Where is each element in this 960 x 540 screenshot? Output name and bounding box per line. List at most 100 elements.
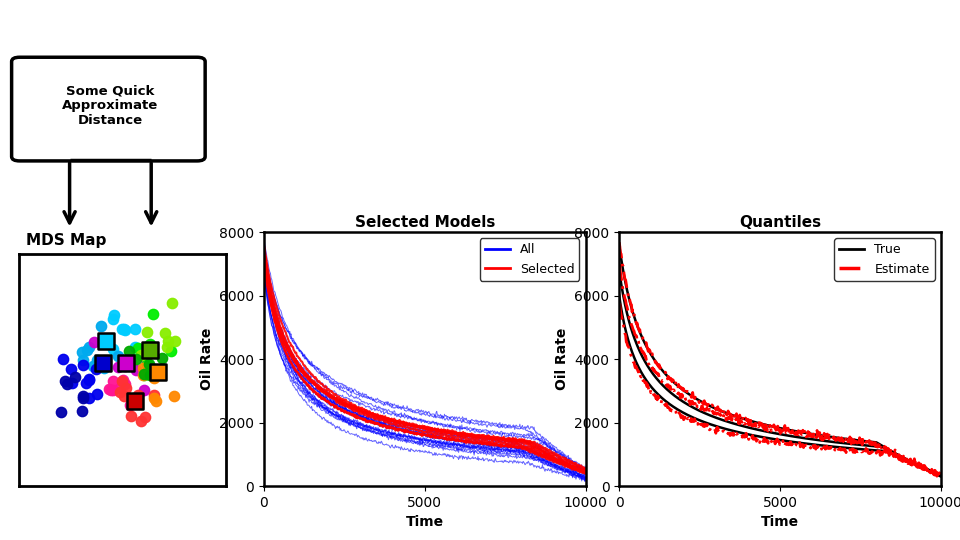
Text: MDS Map: MDS Map <box>27 233 107 248</box>
Point <box>122 357 137 366</box>
Point <box>107 311 122 320</box>
Point <box>128 342 143 351</box>
Point <box>112 383 128 392</box>
Point <box>110 352 126 360</box>
Point <box>116 325 132 333</box>
Point <box>124 411 139 420</box>
Point <box>63 364 79 373</box>
Point <box>81 342 96 351</box>
Point <box>167 392 182 400</box>
Point <box>128 366 143 374</box>
Point <box>75 392 90 401</box>
Point <box>106 345 121 354</box>
Point <box>122 347 137 355</box>
Point <box>93 322 108 330</box>
Text: SCRF Affiliates Meeting 2014: SCRF Affiliates Meeting 2014 <box>370 516 590 531</box>
FancyBboxPatch shape <box>12 57 205 161</box>
Point <box>118 326 133 335</box>
Point <box>146 310 161 319</box>
Point <box>85 362 101 370</box>
Point <box>139 360 155 369</box>
Point <box>136 370 152 379</box>
Point <box>127 325 142 334</box>
Point <box>88 364 104 373</box>
Point <box>160 337 176 346</box>
Point <box>118 380 133 389</box>
Point <box>147 374 162 382</box>
Y-axis label: Oil Rate: Oil Rate <box>200 328 213 390</box>
Point <box>112 387 128 396</box>
Point <box>135 364 151 373</box>
X-axis label: Time: Time <box>406 515 444 529</box>
Point <box>80 346 95 355</box>
Point <box>89 389 105 398</box>
Point <box>118 359 133 367</box>
Title: Selected Models: Selected Models <box>354 214 495 230</box>
Point <box>131 344 146 353</box>
Point <box>106 386 121 394</box>
Point <box>95 359 110 367</box>
Point <box>133 350 149 359</box>
Point <box>133 417 149 426</box>
Point <box>85 338 101 347</box>
Point <box>123 400 138 409</box>
Point <box>141 360 156 368</box>
Point <box>99 336 114 345</box>
X-axis label: Time: Time <box>761 515 799 529</box>
Text: Some Quick
Approximate
Distance: Some Quick Approximate Distance <box>62 84 158 127</box>
Point <box>64 379 80 388</box>
Point <box>147 391 162 400</box>
Point <box>114 325 130 334</box>
Point <box>114 376 130 385</box>
Point <box>131 390 146 399</box>
Point <box>137 353 153 362</box>
Point <box>117 361 132 370</box>
Legend: True, Estimate: True, Estimate <box>834 239 934 281</box>
Point <box>118 384 133 393</box>
Point <box>78 379 93 387</box>
Point <box>155 354 170 362</box>
Point <box>67 372 83 381</box>
Point <box>142 346 157 354</box>
Point <box>82 394 97 402</box>
Point <box>148 396 163 405</box>
Y-axis label: Oil Rate: Oil Rate <box>555 328 568 390</box>
Point <box>58 377 73 386</box>
Point <box>167 336 182 345</box>
Point <box>138 343 154 352</box>
Point <box>53 408 68 416</box>
Point <box>76 394 91 402</box>
Point <box>128 396 143 405</box>
Point <box>103 386 118 395</box>
Point <box>76 361 91 369</box>
Point <box>128 354 143 363</box>
Point <box>82 375 97 383</box>
Point <box>164 299 180 308</box>
Point <box>163 347 179 355</box>
Text: 05/09/2014: 05/09/2014 <box>19 517 91 530</box>
Point <box>115 376 131 384</box>
Text: Recall Distance Kernel Method: Recall Distance Kernel Method <box>217 19 743 51</box>
Point <box>137 413 153 421</box>
Point <box>56 355 71 363</box>
Point <box>139 328 155 336</box>
Point <box>122 357 137 366</box>
Point <box>143 370 158 379</box>
Point <box>75 356 90 364</box>
Point <box>147 394 162 402</box>
Point <box>124 400 139 408</box>
Point <box>157 328 173 337</box>
Legend: All, Selected: All, Selected <box>480 239 579 281</box>
Text: 1: 1 <box>930 515 941 533</box>
Title: Quantiles: Quantiles <box>739 214 821 230</box>
Point <box>75 406 90 415</box>
Point <box>136 386 152 394</box>
Point <box>159 343 175 352</box>
Point <box>110 362 126 371</box>
Point <box>102 384 117 393</box>
Point <box>106 315 121 323</box>
Point <box>105 376 120 385</box>
Point <box>75 348 90 356</box>
Point <box>143 340 158 348</box>
Point <box>144 345 159 353</box>
